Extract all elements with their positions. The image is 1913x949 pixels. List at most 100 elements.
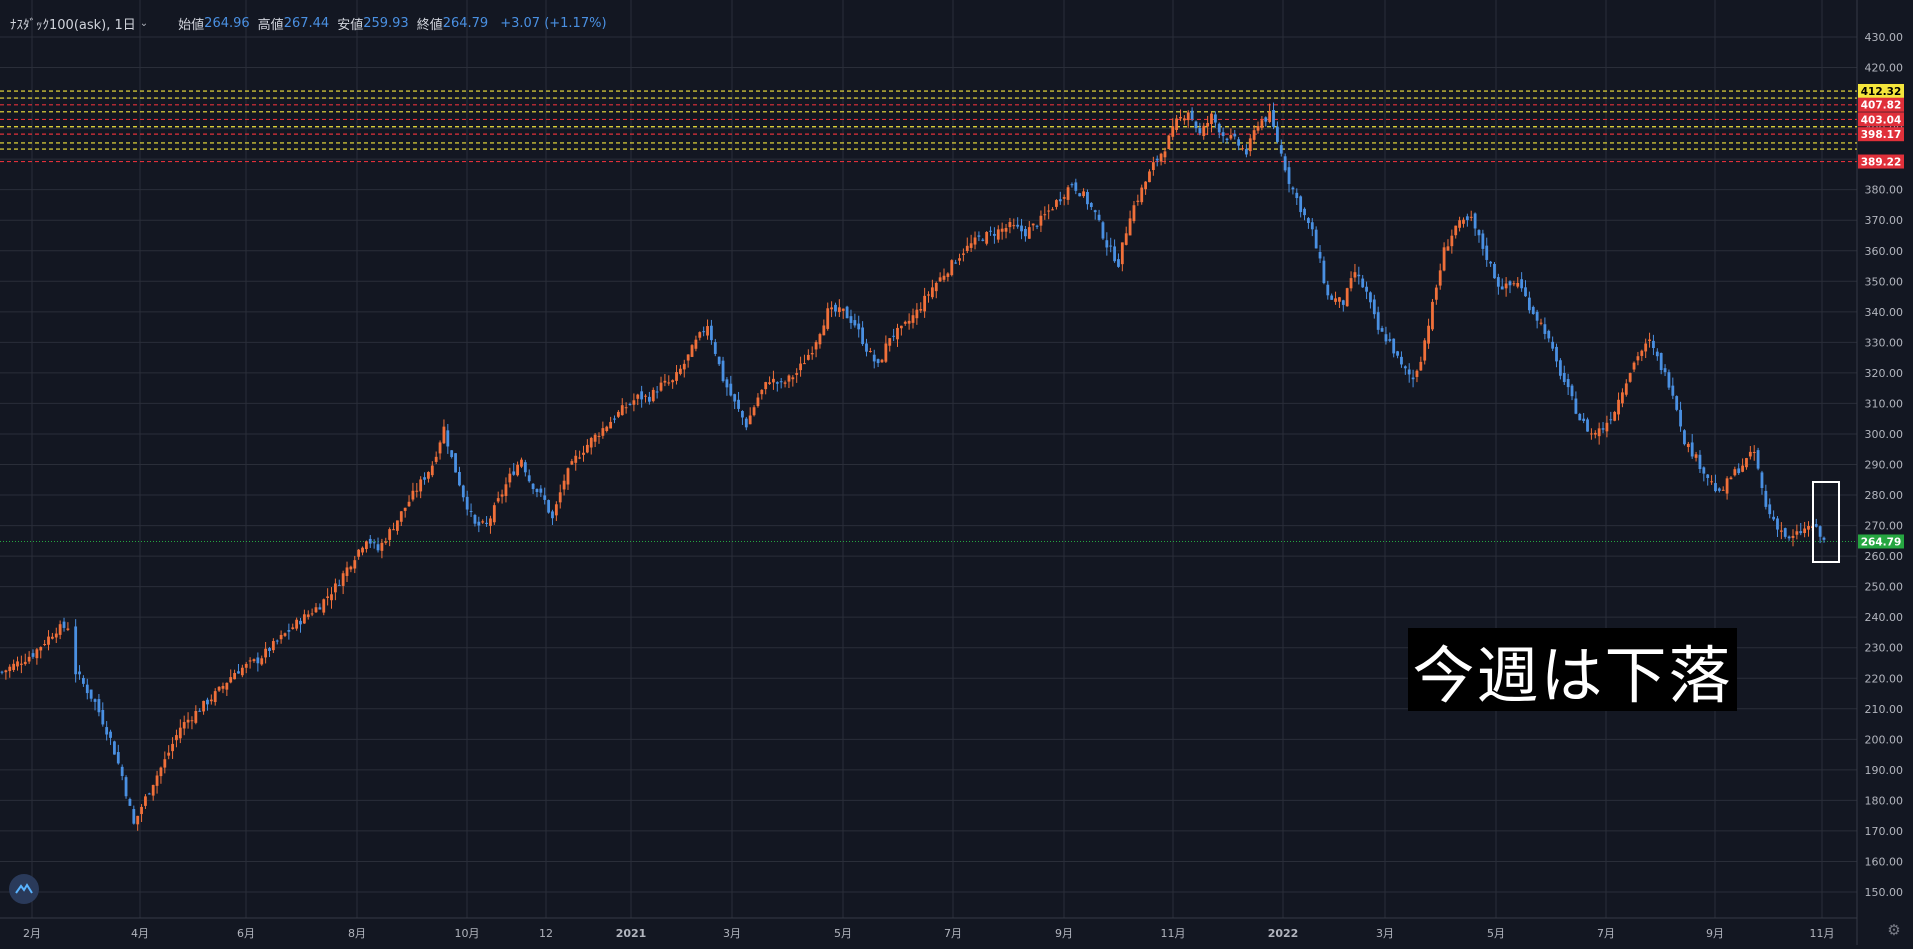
candle-body — [372, 542, 376, 544]
candle-body — [1097, 214, 1101, 220]
chevron-down-icon[interactable]: ⌄ — [139, 18, 149, 29]
candle-body — [640, 391, 644, 400]
candle-body — [376, 544, 380, 551]
candle-body — [124, 777, 128, 797]
candle-body — [690, 345, 694, 357]
candle-body — [264, 648, 268, 658]
candle-body — [31, 653, 35, 657]
candle-body — [717, 356, 721, 365]
candle-body — [1086, 192, 1089, 205]
candle-body — [66, 628, 70, 630]
candle-body — [888, 338, 892, 346]
candle-body — [644, 395, 647, 397]
price-tag-label: 412.32 — [1861, 86, 1902, 98]
candle-body — [1752, 451, 1756, 453]
candle-body — [830, 307, 833, 310]
current-price-tag — [1858, 534, 1904, 549]
candle-body — [903, 321, 907, 324]
candle-body — [1163, 151, 1167, 158]
candle-body — [574, 455, 578, 463]
candle-body — [1667, 372, 1671, 388]
candle-body — [1729, 477, 1733, 480]
candle-body — [1066, 187, 1070, 200]
candle-body — [318, 607, 322, 610]
candle-body — [686, 354, 690, 361]
candle-body — [702, 331, 706, 333]
candle-body — [1605, 422, 1609, 432]
candle-body — [1578, 413, 1582, 421]
candle-body — [609, 421, 613, 429]
candle-body — [62, 621, 66, 628]
x-tick-label: 2021 — [616, 927, 647, 940]
candle-body — [605, 426, 609, 431]
candle-body — [1369, 292, 1372, 303]
y-tick-label: 360.00 — [1865, 245, 1904, 258]
candle-body — [861, 327, 865, 345]
tradingview-logo-icon[interactable] — [9, 874, 39, 904]
candle-body — [225, 682, 229, 690]
candle-body — [1411, 377, 1415, 380]
candle-body — [527, 475, 531, 482]
candle-body — [322, 599, 326, 613]
candle-body — [302, 614, 306, 624]
candle-body — [1516, 282, 1520, 287]
candle-body — [365, 541, 368, 550]
candle-body — [1012, 225, 1016, 227]
settings-gear-icon[interactable]: ⚙ — [1887, 921, 1901, 939]
candle-body — [985, 231, 989, 244]
symbol-interval[interactable]: ﾅｽﾀﾞｯｸ100(ask), 1日 — [10, 18, 136, 33]
candle-body — [1128, 218, 1132, 236]
candle-body — [396, 520, 399, 531]
x-tick-label: 11月 — [1810, 927, 1835, 940]
candle-body — [1745, 458, 1748, 468]
candle-body — [1624, 383, 1628, 395]
candle-body — [1058, 199, 1062, 202]
candle-body — [1508, 281, 1512, 286]
candle-body — [1450, 235, 1454, 247]
candle-body — [768, 382, 771, 384]
candle-body — [1671, 385, 1675, 396]
candle-body — [1675, 396, 1679, 410]
candle-body — [748, 415, 752, 425]
candle-body — [523, 462, 527, 473]
candle-body — [1027, 227, 1031, 239]
candle-body — [1601, 428, 1605, 430]
candle-body — [1438, 270, 1442, 286]
price-tag — [1858, 154, 1904, 169]
candle-body — [434, 456, 438, 462]
candle-body — [182, 722, 186, 729]
candle-body — [1341, 300, 1345, 305]
candle-body — [1120, 242, 1124, 265]
candle-body — [167, 752, 171, 756]
candle-body — [1570, 385, 1574, 397]
candle-body — [1082, 191, 1085, 197]
candle-body — [128, 799, 132, 806]
candle-body — [1822, 537, 1826, 540]
candle-body — [1477, 230, 1481, 236]
candle-body — [1248, 138, 1252, 152]
candle-body — [520, 459, 523, 467]
candle-body — [109, 731, 112, 738]
candle-body — [1799, 531, 1803, 534]
candle-body — [221, 686, 225, 689]
candle-body — [399, 511, 403, 522]
candle-body — [326, 596, 330, 598]
candle-body — [1357, 274, 1361, 277]
candle-body — [461, 485, 465, 498]
candle-body — [1520, 279, 1524, 289]
chart-legend: ﾅｽﾀﾞｯｸ100(ask), 1日 ⌄ 始値 264.96 高値 267.44… — [10, 14, 607, 33]
candle-body — [256, 657, 260, 664]
open-label: 始値 — [178, 18, 205, 33]
candle-body — [760, 389, 764, 395]
candle-body — [1636, 356, 1640, 361]
y-tick-label: 340.00 — [1865, 306, 1904, 319]
candle-body — [27, 656, 31, 662]
candle-body — [969, 243, 973, 248]
candle-body — [551, 511, 554, 519]
candle-body — [1148, 171, 1151, 183]
low-value: 259.93 — [363, 16, 409, 31]
candle-body — [1400, 356, 1403, 365]
candle-body — [632, 400, 636, 405]
